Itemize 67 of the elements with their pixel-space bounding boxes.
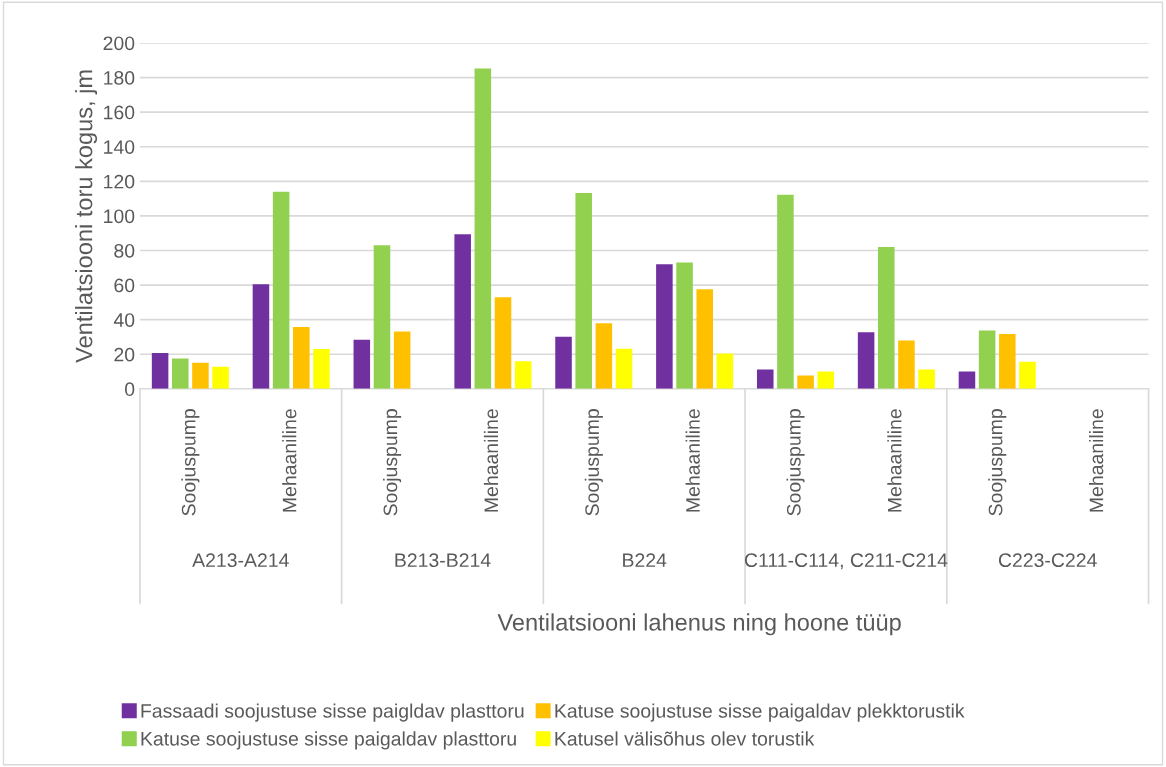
x-axis-title: Ventilatsiooni lahenus ning hoone tüüp (497, 613, 901, 636)
text: A213-A214 (192, 553, 289, 568)
legend-label: Katuse soojustuse sisse paigaldav plekktorustik (555, 703, 965, 722)
bar (514, 361, 532, 389)
x-tick-label: Mehaaniline (685, 409, 700, 512)
bar (353, 339, 371, 389)
bar (696, 289, 713, 389)
bar (494, 297, 512, 389)
y-tick-label: 80 (114, 243, 135, 258)
text: B224 (623, 553, 667, 567)
bar (555, 336, 572, 389)
y-tick-label: 0 (125, 382, 135, 397)
x-tick-label: Soojuspump (584, 409, 603, 516)
text: C223-C224 (998, 553, 1097, 568)
y-axis-title: Ventilatsiooni toru kogus, jm (75, 70, 98, 363)
y-tick-label: 100 (104, 209, 135, 224)
y-tick-label: 140 (104, 140, 135, 154)
bar (777, 194, 794, 389)
bar (212, 366, 229, 389)
bar (171, 358, 189, 389)
bar (615, 348, 633, 389)
y-tick-label: 20 (114, 347, 135, 362)
bar (817, 371, 835, 389)
bar (313, 349, 330, 389)
y-tick-label: 120 (104, 174, 135, 189)
bar (474, 68, 492, 389)
x-tick-label: Mehaaniline (1089, 409, 1104, 512)
bar (373, 245, 391, 389)
bar (595, 323, 613, 389)
x-tick-label: Soojuspump (383, 409, 402, 516)
x-tick-label: Soojuspump (988, 409, 1007, 516)
y-tick-label: 200 (103, 36, 135, 51)
bar (958, 371, 976, 389)
bar (878, 247, 895, 389)
y-tick-label: 60 (114, 278, 135, 293)
x-tick-label: Mehaaniline (282, 409, 297, 512)
bar (454, 234, 471, 389)
bar (999, 334, 1016, 389)
text: B213-B214 (395, 553, 491, 568)
x-tick-label: Soojuspump (786, 409, 805, 516)
bar (151, 353, 169, 389)
legend-label: Katusel välisõhus olev torustik (555, 731, 815, 746)
bar (293, 326, 310, 389)
bar (716, 353, 734, 389)
bar (1019, 361, 1036, 389)
x-tick-label: Mehaaniline (483, 409, 499, 512)
bar (192, 362, 209, 389)
bar (797, 375, 814, 389)
bar (918, 369, 935, 389)
text: C111-C114, C211-C214 (744, 553, 948, 570)
y-tick-label: 160 (104, 105, 135, 120)
y-tick-label: 40 (113, 313, 135, 327)
bar (676, 262, 693, 389)
bar (393, 331, 411, 389)
bar (898, 340, 915, 389)
x-tick-label: Soojuspump (181, 409, 200, 516)
y-tick-label: 180 (104, 71, 135, 85)
bar (756, 369, 774, 389)
bar (252, 284, 270, 389)
bar (857, 332, 875, 389)
bar (272, 191, 290, 389)
x-tick-label: Mehaaniline (887, 409, 902, 512)
bar (978, 330, 996, 389)
bar (575, 192, 592, 389)
legend-label: Katuse soojustuse sisse paigaldav plasttoru (141, 731, 516, 750)
legend-label: Fassaadi soojustuse sisse paigldav plasttoru (141, 703, 524, 722)
bar (656, 264, 673, 389)
